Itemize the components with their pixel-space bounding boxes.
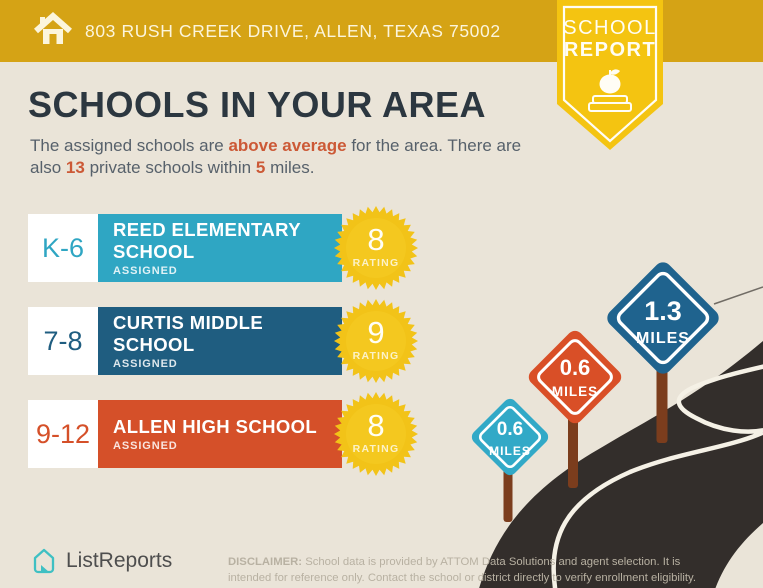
property-address: 803 RUSH CREEK DRIVE, ALLEN, TEXAS 75002 (85, 20, 501, 41)
grade-range: K-6 (28, 214, 98, 282)
school-row-elementary: K-6 REED ELEMENTARY SCHOOL ASSIGNED 8 RA… (28, 206, 428, 290)
school-name: CURTIS MIDDLE SCHOOL (113, 312, 264, 355)
road-lane-line (551, 364, 763, 588)
school-bar: CURTIS MIDDLE SCHOOL ASSIGNED (98, 307, 342, 375)
badge-line2: REPORT (563, 39, 657, 61)
disclaimer-label: DISCLAIMER: (228, 556, 303, 569)
distance-sign-large: 1.3 MILES (607, 262, 719, 374)
school-name: REED ELEMENTARY SCHOOL (113, 219, 301, 262)
sign-unit: MILES (489, 444, 531, 458)
school-status: ASSIGNED (113, 357, 178, 370)
badge-line1: SCHOOL (563, 17, 657, 39)
school-row-middle: 7-8 CURTIS MIDDLE SCHOOL ASSIGNED 9 RATI… (28, 299, 428, 383)
school-row-high: 9-12 ALLEN HIGH SCHOOL ASSIGNED 8 RATING (28, 392, 428, 476)
school-status: ASSIGNED (113, 264, 178, 277)
summary-highlight-count: 13 (65, 158, 85, 178)
grade-range: 9-12 (28, 400, 98, 468)
summary-text: The assigned schools are above average f… (30, 135, 542, 180)
disclaimer-body: School data is provided by ATTOM Data So… (228, 556, 696, 585)
summary-pre: The assigned schools are (30, 136, 229, 155)
disclaimer-text: DISCLAIMER: School data is provided by A… (228, 554, 708, 586)
summary-post: miles. (265, 158, 315, 178)
horizon-line (713, 286, 763, 305)
school-report-badge: SCHOOL REPORT (557, 0, 663, 152)
rating-label: RATING (353, 350, 400, 362)
listreports-house-icon (33, 548, 55, 574)
grade-range: 7-8 (28, 307, 98, 375)
sign-unit: MILES (636, 330, 690, 347)
school-bar: ALLEN HIGH SCHOOL ASSIGNED (98, 400, 342, 468)
rating-label: RATING (353, 443, 400, 455)
summary-mid1: for the area. There are also (30, 136, 522, 178)
summary-highlight-rating: above average (228, 136, 347, 155)
distance-sign-small: 0.6 MILES (471, 398, 549, 476)
brand-name: ListReports (66, 549, 173, 572)
sign-distance: 1.3 (644, 296, 682, 326)
school-status: ASSIGNED (113, 439, 178, 452)
home-icon (34, 11, 72, 44)
school-name: ALLEN HIGH SCHOOL (113, 416, 318, 438)
rating-label: RATING (353, 257, 400, 269)
rating-value: 8 (367, 408, 384, 443)
road (479, 341, 763, 588)
sign-distance: 0.6 (497, 419, 523, 440)
listreports-logo: ListReports (30, 546, 172, 576)
school-bar: REED ELEMENTARY SCHOOL ASSIGNED (98, 214, 342, 282)
rating-value: 9 (367, 315, 384, 350)
apple-book-icon (588, 69, 632, 112)
sign-distance: 0.6 (560, 355, 591, 380)
page-title: SCHOOLS IN YOUR AREA (28, 84, 487, 125)
rating-badge: 8 RATING (334, 392, 418, 476)
summary-highlight-miles: 5 (255, 158, 266, 178)
summary-mid2: private schools within (84, 158, 256, 178)
rating-value: 8 (367, 222, 384, 257)
distance-sign-medium: 0.6 MILES (528, 330, 622, 424)
sign-unit: MILES (552, 384, 598, 399)
rating-badge: 9 RATING (334, 299, 418, 383)
footer: ListReports DISCLAIMER: School data is p… (0, 538, 763, 588)
rating-badge: 8 RATING (334, 206, 418, 290)
school-list: K-6 REED ELEMENTARY SCHOOL ASSIGNED 8 RA… (28, 206, 428, 493)
sign-post (503, 460, 513, 522)
